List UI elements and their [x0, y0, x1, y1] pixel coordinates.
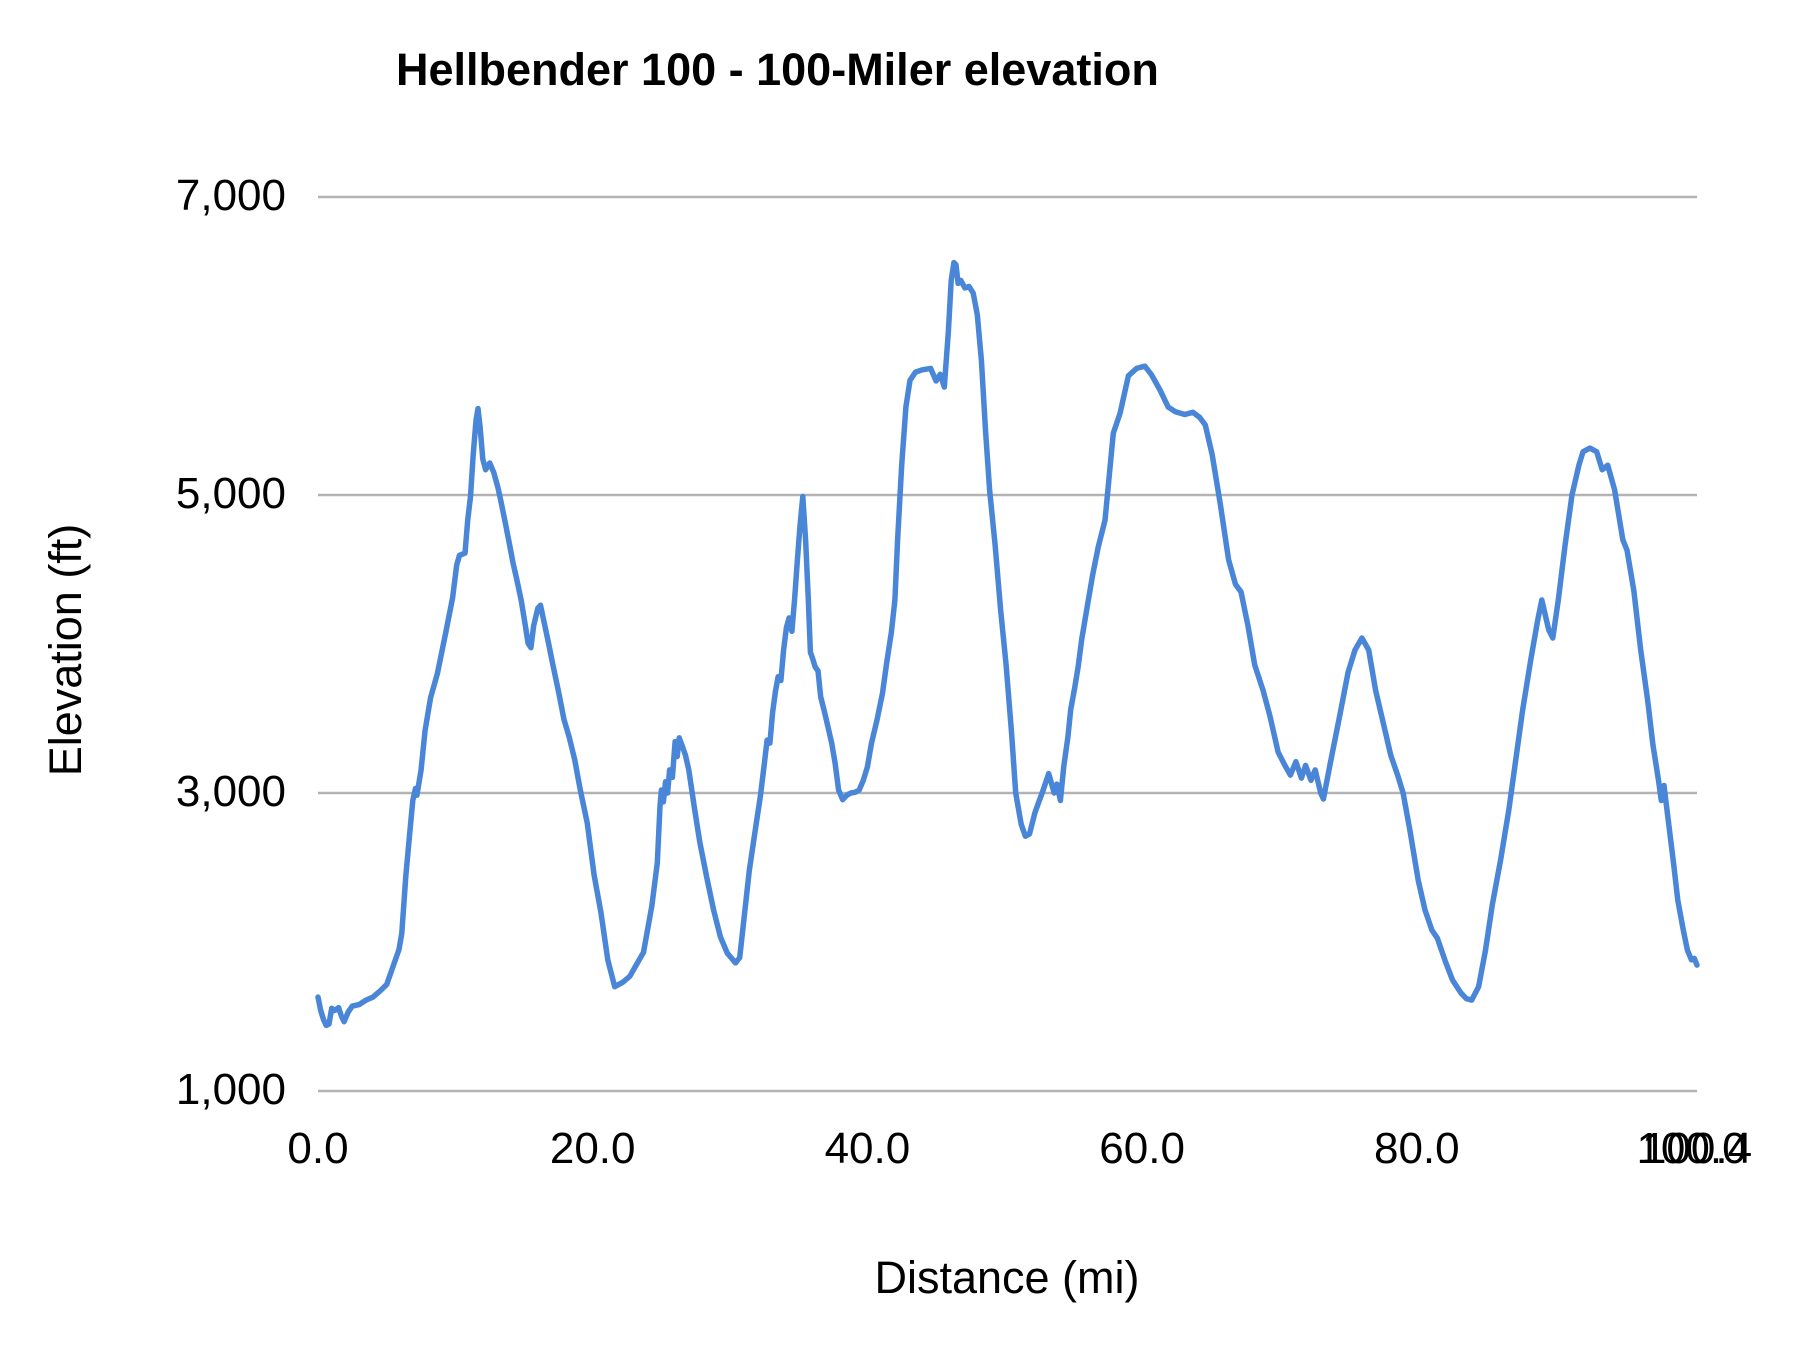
chart-title: Hellbender 100 - 100-Miler elevation [396, 44, 1159, 95]
y-tick-label: 5,000 [175, 469, 286, 518]
y-tick-label: 7,000 [175, 171, 286, 220]
x-tick-label: 0.0 [287, 1124, 349, 1173]
x-tick-label: 80.0 [1373, 1124, 1460, 1173]
x-axis-title: Distance (mi) [874, 1252, 1140, 1303]
x-tick-label: 60.0 [1099, 1124, 1185, 1173]
x-tick-label: 40.0 [824, 1124, 911, 1173]
elevation-line [315, 259, 1700, 1029]
x-tick-label: 100.4 [1641, 1124, 1753, 1173]
x-tick-label: 100.0 [1636, 1124, 1747, 1173]
y-tick-label: 1,000 [175, 1065, 286, 1114]
y-axis-title: Elevation (ft) [40, 523, 91, 777]
y-tick-label: 3,000 [175, 767, 286, 816]
x-tick-label: 20.0 [549, 1124, 636, 1173]
horizontal-gridlines [318, 195, 1697, 1093]
